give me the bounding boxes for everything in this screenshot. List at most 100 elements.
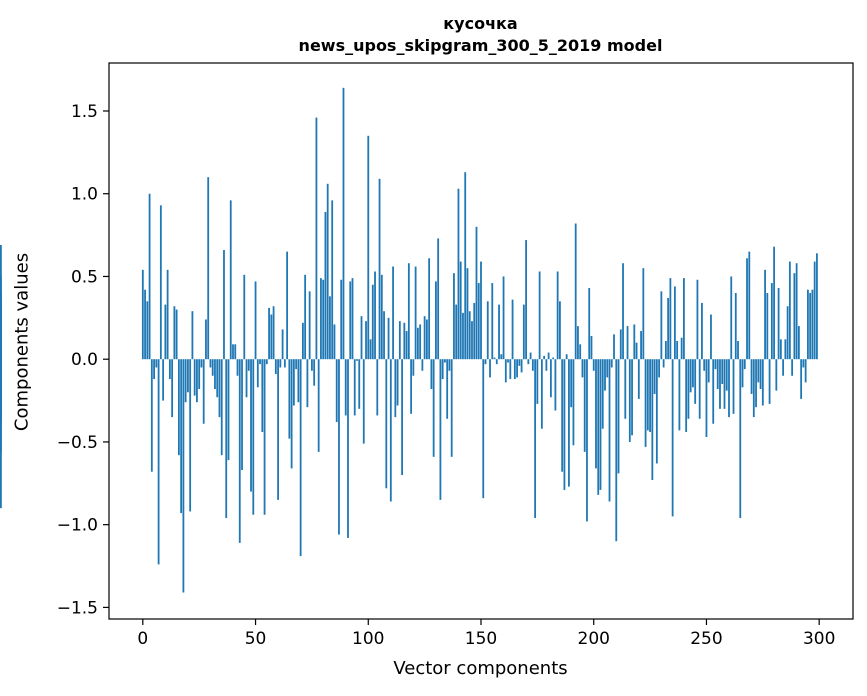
bar-191 — [572, 359, 575, 446]
bar-287 — [788, 261, 791, 360]
bar-70 — [299, 359, 302, 557]
bar-122 — [416, 327, 419, 360]
bar-283 — [779, 339, 782, 360]
bar-256 — [719, 359, 721, 409]
bar-198 — [588, 288, 591, 360]
bar-39 — [229, 200, 232, 360]
bar-69 — [297, 359, 300, 403]
bar-114 — [398, 321, 401, 360]
bar-241 — [685, 359, 688, 433]
bar-71 — [301, 322, 304, 360]
bar-274 — [759, 359, 762, 389]
bar-211 — [617, 359, 620, 474]
bar-94 — [353, 359, 356, 416]
bar-42 — [236, 359, 239, 376]
bar-242 — [687, 359, 690, 419]
bar-243 — [689, 359, 692, 393]
bar-154 — [489, 359, 491, 378]
bar-115 — [401, 359, 403, 476]
bar-216 — [628, 359, 631, 442]
bar-41 — [234, 344, 237, 360]
bar-85 — [333, 324, 336, 360]
bar-294 — [804, 359, 807, 383]
bar-159 — [500, 354, 503, 360]
bar-89 — [342, 87, 345, 360]
bar-286 — [786, 306, 789, 360]
bar-148 — [475, 226, 478, 360]
bar-105 — [378, 178, 381, 360]
bar-63 — [283, 359, 286, 368]
bar-79 — [320, 278, 322, 360]
bar-212 — [619, 329, 622, 360]
bar-244 — [692, 359, 694, 388]
bar-178 — [543, 355, 546, 360]
bar-260 — [728, 359, 730, 418]
bar-67 — [292, 359, 295, 406]
bar-12 — [168, 359, 171, 380]
bar-14 — [173, 306, 176, 360]
bar-13 — [171, 359, 174, 418]
bar-263 — [734, 293, 737, 360]
bar-26 — [200, 359, 203, 368]
bar-130 — [435, 281, 437, 360]
bar-137 — [450, 359, 453, 457]
bar-101 — [369, 339, 372, 360]
bar-297 — [811, 289, 814, 360]
bar-33 — [216, 359, 219, 398]
bar-239 — [680, 337, 683, 360]
bar-128 — [430, 359, 433, 389]
bar-119 — [410, 359, 413, 414]
y-tick-label-5: 1.0 — [71, 185, 98, 205]
bar-203 — [599, 359, 602, 490]
bar-97 — [360, 316, 363, 360]
bar-151 — [482, 359, 485, 499]
bar-181 — [549, 359, 552, 398]
bar-147 — [473, 302, 476, 360]
bar-24 — [196, 359, 198, 403]
bar-76 — [313, 359, 316, 386]
x-tick-label-0: 0 — [137, 629, 148, 649]
bar-43 — [238, 359, 241, 543]
bar-37 — [225, 359, 228, 519]
bar-245 — [694, 359, 697, 404]
bar-125 — [423, 316, 426, 360]
bar-293 — [802, 359, 805, 368]
bar-238 — [678, 359, 681, 431]
bar-284 — [782, 359, 785, 376]
bar-267 — [743, 359, 746, 370]
bar-7 — [157, 359, 160, 565]
bar-60 — [277, 359, 279, 500]
bar-221 — [640, 331, 642, 360]
bar-117 — [405, 331, 408, 360]
bar-32 — [214, 359, 216, 389]
bar-38 — [227, 359, 230, 461]
bar-268 — [746, 258, 748, 360]
bar-161 — [504, 359, 507, 383]
bar-5 — [153, 359, 155, 380]
x-tick-label-300: 300 — [803, 629, 835, 649]
bar-298 — [813, 261, 816, 360]
bar-172 — [529, 352, 532, 360]
bar-183 — [554, 359, 557, 411]
bar-259 — [725, 359, 728, 391]
bar-20 — [187, 359, 189, 393]
bar-77 — [315, 117, 318, 360]
bar-83 — [329, 296, 331, 360]
bar-229 — [658, 359, 661, 378]
bar-184 — [556, 271, 559, 360]
bar-165 — [513, 359, 516, 380]
bar-103 — [374, 271, 376, 360]
bar-288 — [791, 359, 794, 376]
bar-237 — [676, 341, 679, 360]
bar-111 — [392, 266, 394, 360]
bar-118 — [407, 263, 410, 360]
bar-277 — [766, 293, 769, 360]
bar-236 — [673, 286, 676, 360]
bar-234 — [669, 278, 672, 360]
bar-139 — [455, 304, 458, 360]
bar-258 — [723, 359, 726, 409]
bar-248 — [701, 302, 703, 360]
bar-10 — [164, 304, 167, 360]
bar-55 — [265, 359, 268, 365]
bar-107 — [383, 311, 385, 360]
